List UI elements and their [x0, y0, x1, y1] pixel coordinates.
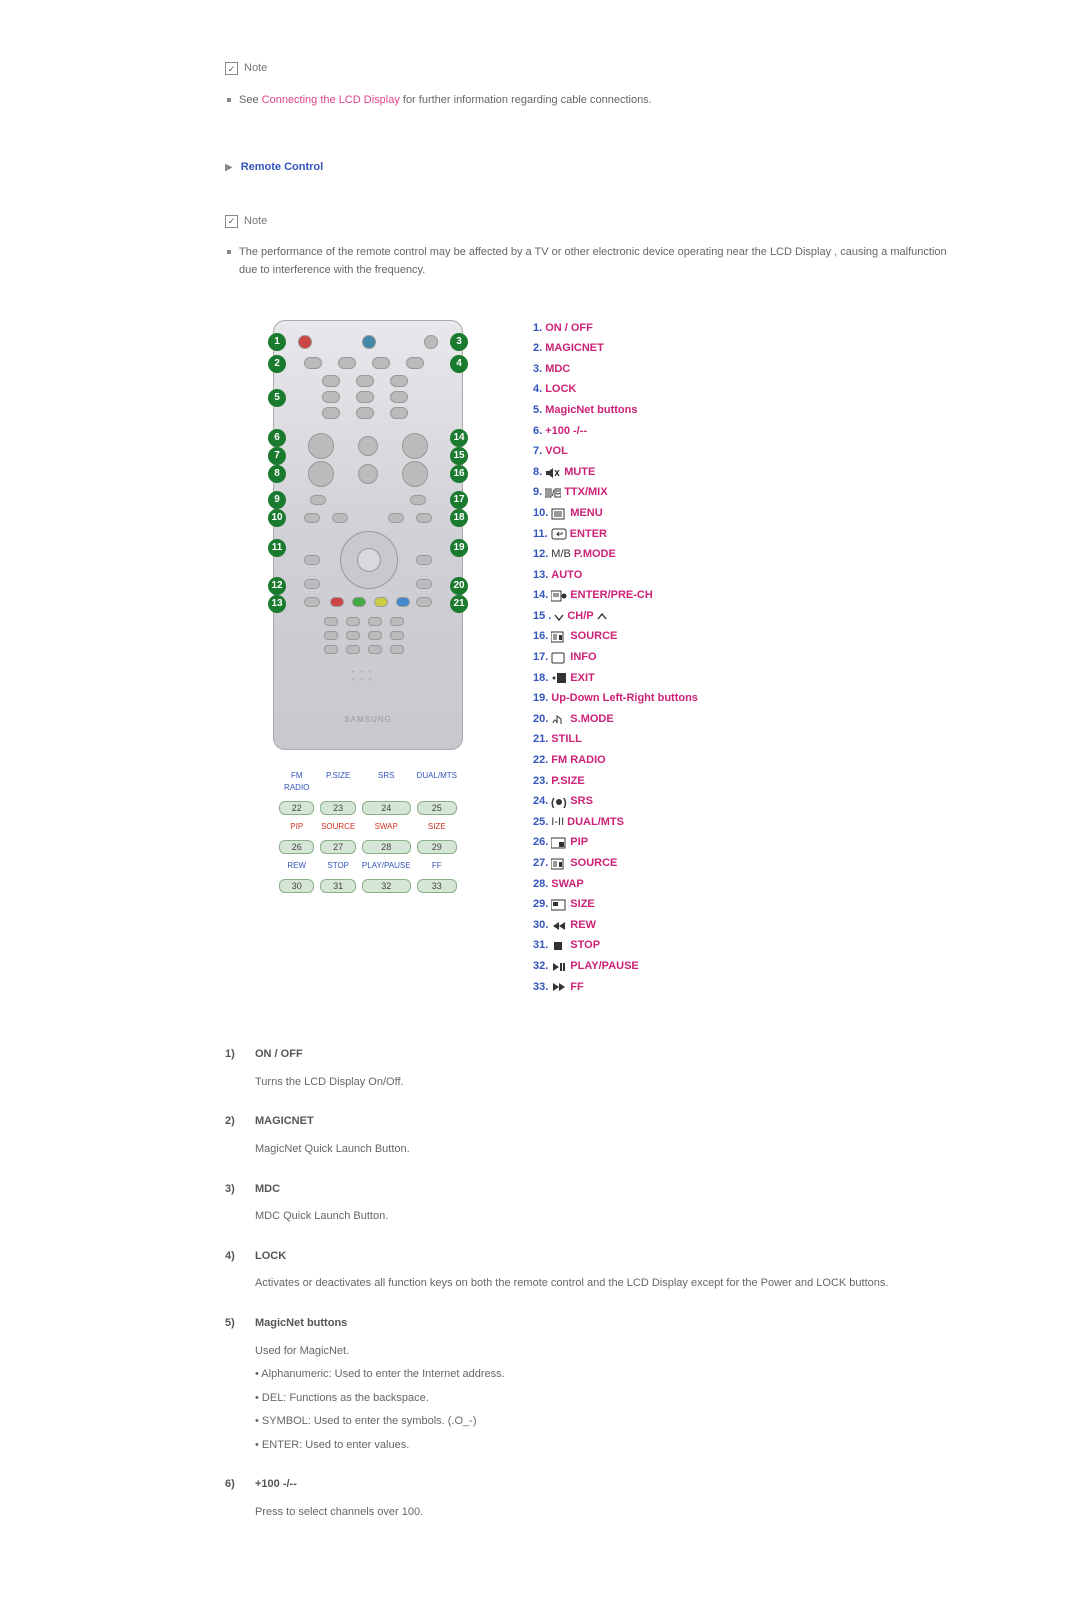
function-item[interactable]: 12. M/B P.MODE [533, 546, 698, 564]
function-item[interactable]: 15 . CH/P [533, 608, 698, 626]
note-icon: ✓ [225, 62, 238, 75]
function-item[interactable]: 21. STILL [533, 731, 698, 749]
remote-bottom-labels: FM RADIOP.SIZESRSDUAL/MTS 22232425 PIPSO… [273, 764, 463, 899]
arrow-icon: ▶ [225, 160, 233, 176]
function-item[interactable]: 20. S.MODE [533, 711, 698, 729]
remote-illustration: • • • • • • SAMSUNG 1 2 5 6 7 8 9 10 11 … [273, 320, 463, 997]
function-item[interactable]: 29. SIZE [533, 896, 698, 914]
description-block: 5)MagicNet buttonsUsed for MagicNet.• Al… [225, 1315, 945, 1455]
function-item[interactable]: 8. MUTE [533, 464, 698, 482]
function-item[interactable]: 14. ENTER/PRE-CH [533, 587, 698, 605]
function-item[interactable]: 23. P.SIZE [533, 773, 698, 791]
enter-icon [551, 528, 567, 540]
function-item[interactable]: 16. SOURCE [533, 628, 698, 646]
interference-text: The performance of the remote control ma… [239, 244, 947, 279]
function-item[interactable]: 25. I-II DUAL/MTS [533, 814, 698, 832]
size-icon [551, 899, 567, 911]
function-item[interactable]: 6. +100 -/-- [533, 423, 698, 441]
function-item[interactable]: 19. Up-Down Left-Right buttons [533, 690, 698, 708]
stop-icon [551, 940, 567, 952]
note-label: Note [244, 60, 267, 78]
pip-icon [551, 837, 567, 849]
description-block: 2)MAGICNETMagicNet Quick Launch Button. [225, 1113, 945, 1158]
src-icon [551, 858, 567, 870]
info-icon [551, 652, 567, 664]
function-item[interactable]: 10. MENU [533, 505, 698, 523]
note-icon: ✓ [225, 215, 238, 228]
function-item[interactable]: 7. VOL [533, 443, 698, 461]
connecting-link[interactable]: Connecting the LCD Display [262, 94, 400, 106]
ttx-icon: / [545, 487, 561, 499]
play-icon [551, 961, 567, 973]
bullet-icon [227, 98, 231, 102]
function-item[interactable]: 4. LOCK [533, 381, 698, 399]
function-item[interactable]: 33. FF [533, 979, 698, 997]
see-text: See Connecting the LCD Display for furth… [239, 92, 652, 110]
note-label-2: Note [244, 213, 267, 231]
function-item[interactable]: 5. MagicNet buttons [533, 402, 698, 420]
menu-icon [551, 508, 567, 520]
function-item[interactable]: 26. PIP [533, 834, 698, 852]
function-item[interactable]: 2. MAGICNET [533, 340, 698, 358]
function-item[interactable]: 9. /TTX/MIX [533, 484, 698, 502]
description-block: 6)+100 -/--Press to select channels over… [225, 1476, 945, 1521]
function-item[interactable]: 3. MDC [533, 361, 698, 379]
srs-icon: () [551, 796, 567, 808]
function-item[interactable]: 17. INFO [533, 649, 698, 667]
rew-icon [551, 920, 567, 932]
svg-text:(: ( [551, 797, 555, 808]
function-list: 1. ON / OFF 2. MAGICNET 3. MDC 4. LOCK 5. Ma… [533, 320, 698, 997]
function-item[interactable]: 30. REW [533, 917, 698, 935]
function-item[interactable]: 18. EXIT [533, 670, 698, 688]
function-item[interactable]: 32. PLAY/PAUSE [533, 958, 698, 976]
description-block: 4)LOCKActivates or deactivates all funct… [225, 1248, 945, 1293]
function-item[interactable]: 22. FM RADIO [533, 752, 698, 770]
svg-text:): ) [563, 797, 567, 808]
function-item[interactable]: 28. SWAP [533, 876, 698, 894]
bullet-icon [227, 250, 231, 254]
function-item[interactable]: 27. SOURCE [533, 855, 698, 873]
src-icon [551, 631, 567, 643]
function-item[interactable]: 11. ENTER [533, 526, 698, 544]
mute-icon [545, 467, 561, 479]
smode-icon [551, 714, 567, 726]
section-title: Remote Control [241, 159, 324, 177]
function-item[interactable]: 24. ()SRS [533, 793, 698, 811]
function-item[interactable]: 1. ON / OFF [533, 320, 698, 338]
brand-text: SAMSUNG [274, 714, 462, 727]
ff-icon [551, 981, 567, 993]
description-block: 1)ON / OFFTurns the LCD Display On/Off. [225, 1046, 945, 1091]
function-item[interactable]: 13. AUTO [533, 567, 698, 585]
function-item[interactable]: 31. STOP [533, 937, 698, 955]
description-block: 3)MDCMDC Quick Launch Button. [225, 1181, 945, 1226]
exit-icon [551, 672, 567, 684]
prech-icon [551, 590, 567, 602]
